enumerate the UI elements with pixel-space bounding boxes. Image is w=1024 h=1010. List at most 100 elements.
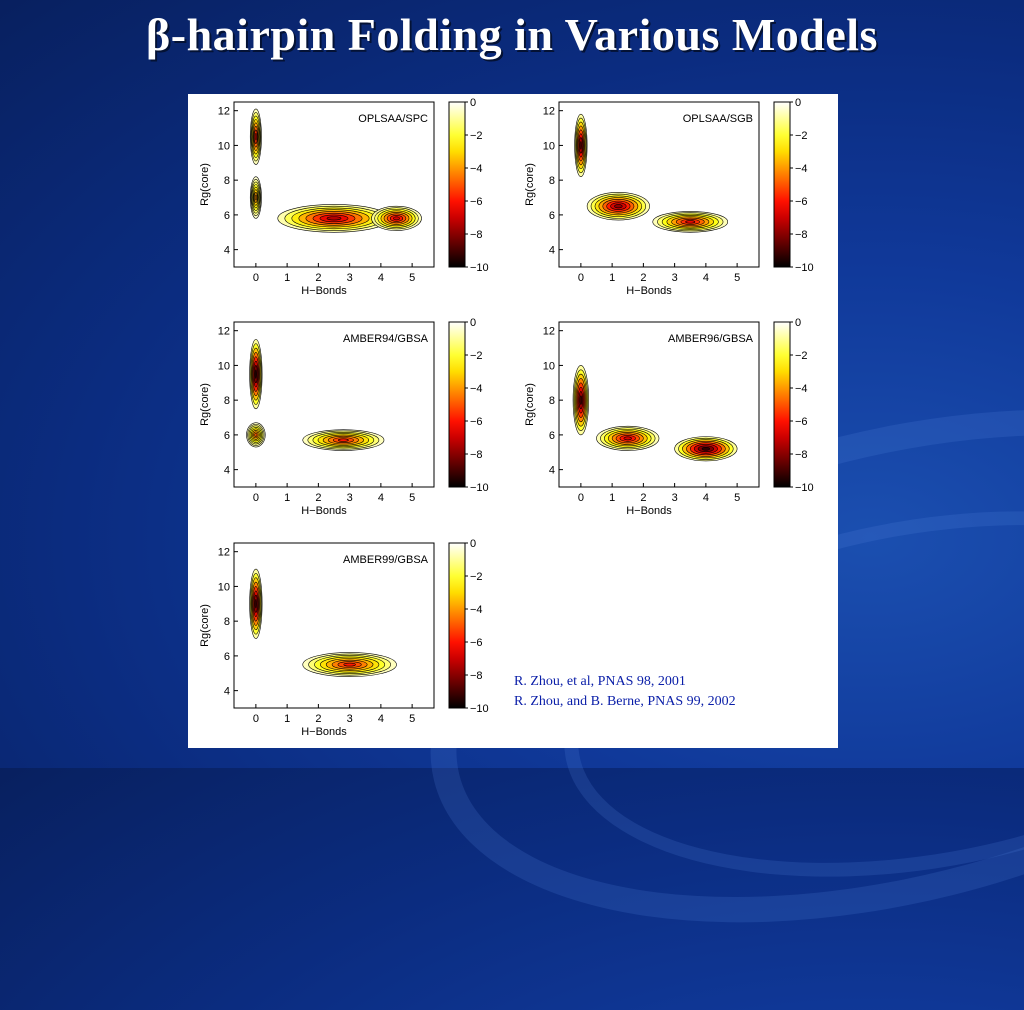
density-contour [614,204,623,209]
y-tick-label: 4 [224,465,230,477]
colorbar-tick-label: −10 [470,262,489,274]
plot-frame [233,101,435,268]
colorbar [773,101,791,268]
density-contour [623,436,632,441]
y-tick-label: 4 [549,465,555,477]
y-tick-label: 8 [224,395,230,407]
colorbar-tick-label: −6 [470,196,483,208]
colorbar-tick-label: −8 [470,449,483,461]
plot-frame [233,542,435,709]
panel-title: AMBER94/GBSA [343,333,429,345]
plot-frame [558,101,760,268]
colorbar-tick-label: 0 [470,97,476,109]
y-tick-label: 10 [218,140,230,152]
x-tick-label: 3 [347,272,353,284]
panel-3: 0 1 2 3 4 54681012H−BondsRg(core)AMBER94/GBSA… [199,317,489,517]
colorbar-tick-label: 0 [795,317,801,329]
colorbar-tick-label: −2 [470,350,483,362]
colorbar-tick-label: 0 [470,317,476,329]
colorbar-tick-label: −4 [795,163,808,175]
colorbar-tick-label: −8 [795,449,808,461]
panel-4: 0 1 2 3 4 54681012H−BondsRg(core)AMBER96/GBSA… [524,317,814,517]
x-tick-label: 4 [378,492,384,504]
plot-area [249,108,422,233]
y-axis-label: Rg(core) [199,604,211,647]
x-tick-label: 0 [253,272,259,284]
density-contour [254,599,257,609]
x-tick-label: 2 [640,272,646,284]
density-contour [579,395,583,405]
x-tick-label: 1 [284,492,290,504]
colorbar-tick-label: −4 [470,604,483,616]
density-contour [337,438,349,442]
figure-panel: 0 1 2 3 4 5 4 6 8 10 12 H−Bonds Rg(core) OPLSAA/SPC 0−… [188,94,838,748]
colorbar-tick-label: −10 [795,482,814,494]
x-tick-label: 3 [347,492,353,504]
panel-5: 0 1 2 3 4 54681012H−BondsRg(core)AMBER99/GBSA… [199,538,489,738]
colorbar-tick-label: −2 [470,571,483,583]
y-tick-label: 6 [224,651,230,663]
density-contour [326,216,342,221]
x-tick-label: 2 [315,272,321,284]
x-tick-label: 2 [315,492,321,504]
colorbar [773,321,791,488]
y-tick-label: 10 [543,140,555,152]
y-tick-label: 12 [543,326,555,338]
colorbar [448,321,466,488]
x-tick-label: 4 [378,272,384,284]
colorbar-tick-label: −10 [470,703,489,715]
x-tick-label: 4 [703,492,709,504]
plot-area [574,113,729,233]
density-contour [685,220,696,224]
colorbar-tick-label: −6 [470,637,483,649]
x-tick-label: 5 [734,272,740,284]
density-contour [254,194,257,201]
x-tick-label: 3 [672,492,678,504]
colorbar-tick-label: −8 [470,229,483,241]
x-axis-label: H−Bonds [626,505,672,517]
colorbar-tick-label: −8 [470,670,483,682]
plot-area [249,568,397,678]
colorbar-tick-label: 0 [795,97,801,109]
x-tick-label: 0 [253,713,259,725]
plot-area [572,365,738,462]
x-tick-label: 0 [578,272,584,284]
x-tick-label: 1 [609,492,615,504]
x-tick-label: 5 [734,492,740,504]
y-tick-label: 6 [224,210,230,222]
x-axis-label: H−Bonds [626,285,672,297]
colorbar-tick-label: −4 [795,383,808,395]
contour-figure: 0 1 2 3 4 54681012H−BondsRg(core)OPLSAA/SPC0−… [199,97,814,738]
density-contour [701,446,711,451]
y-tick-label: 4 [224,245,230,257]
colorbar-tick-label: −2 [470,130,483,142]
x-tick-label: 0 [253,492,259,504]
colorbar-tick-label: −4 [470,383,483,395]
x-tick-label: 2 [315,713,321,725]
panel-title: OPLSAA/SGB [683,113,753,125]
x-tick-label: 3 [672,272,678,284]
x-tick-label: 1 [284,272,290,284]
density-contour [254,433,258,437]
y-tick-label: 6 [549,210,555,222]
plot-frame [558,321,760,488]
x-tick-label: 5 [409,492,415,504]
y-tick-label: 6 [224,430,230,442]
colorbar-tick-label: 0 [470,538,476,550]
colorbar-tick-label: −6 [795,196,808,208]
y-axis-label: Rg(core) [199,163,211,206]
x-tick-label: 5 [409,272,415,284]
slide-title: β-hairpin Folding in Various Models [146,9,878,60]
colorbar-tick-label: −6 [470,416,483,428]
y-tick-label: 6 [549,430,555,442]
panel-title: AMBER96/GBSA [668,333,754,345]
colorbar-tick-label: −8 [795,229,808,241]
panel-2: 0 1 2 3 4 54681012H−BondsRg(core)OPLSAA/SGB0−… [524,97,814,297]
plot-frame [233,321,435,488]
panel-title: AMBER99/GBSA [343,554,429,566]
density-contour [254,369,257,379]
density-contour [343,662,356,667]
x-axis-label: H−Bonds [301,505,347,517]
y-axis-label: Rg(core) [199,383,211,426]
y-tick-label: 8 [224,616,230,628]
